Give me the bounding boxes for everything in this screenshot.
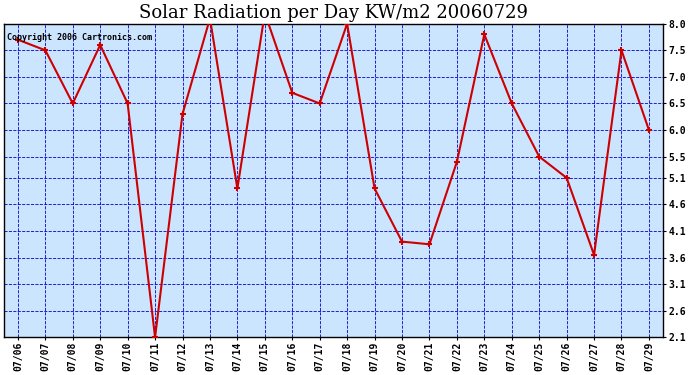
Text: Copyright 2006 Cartronics.com: Copyright 2006 Cartronics.com	[8, 33, 152, 42]
Title: Solar Radiation per Day KW/m2 20060729: Solar Radiation per Day KW/m2 20060729	[139, 4, 528, 22]
